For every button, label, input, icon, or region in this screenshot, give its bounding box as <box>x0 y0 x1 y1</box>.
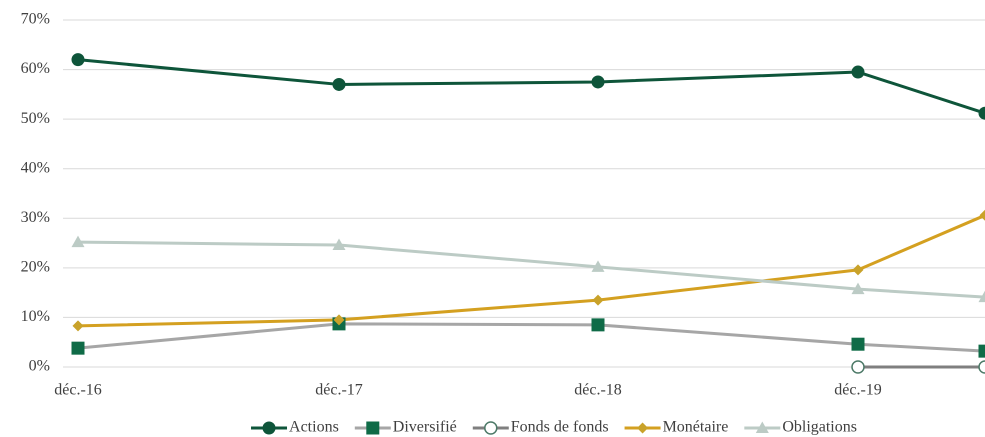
y-tick-label: 10% <box>21 308 50 325</box>
marker <box>851 282 865 295</box>
marker <box>591 260 605 272</box>
marker <box>262 421 276 435</box>
legend-entry: Diversifié <box>354 419 457 436</box>
y-tick-label: 70% <box>21 11 50 28</box>
y-tick-label: 60% <box>21 60 50 77</box>
marker <box>637 422 649 434</box>
marker <box>71 235 85 248</box>
x-tick-label: déc.-18 <box>574 382 622 399</box>
y-tick-label: 50% <box>21 110 50 127</box>
legend-label: Diversifié <box>393 419 457 436</box>
marker <box>366 421 380 435</box>
marker <box>755 421 769 433</box>
x-tick-label: déc.-19 <box>834 382 882 399</box>
marker <box>851 65 865 79</box>
marker <box>592 294 604 306</box>
marker <box>978 106 985 120</box>
y-tick-label: 0% <box>29 358 50 375</box>
legend-label: Actions <box>289 419 339 436</box>
marker <box>71 341 85 355</box>
legend-label: Monétaire <box>663 419 729 436</box>
series-line <box>77 213 985 328</box>
legend-entry: Actions <box>251 419 339 436</box>
legend-entry: Monétaire <box>624 419 729 436</box>
marker <box>978 290 985 303</box>
marker <box>851 360 865 374</box>
marker <box>591 75 605 89</box>
x-tick-label: déc.-16 <box>54 382 102 399</box>
marker <box>978 344 985 358</box>
marker <box>72 320 84 332</box>
legend: Actions Diversifié Fonds de fonds Monétaire… <box>251 419 857 436</box>
marker <box>332 77 346 91</box>
marker <box>979 209 985 221</box>
series-line <box>77 322 985 353</box>
marker <box>484 421 498 435</box>
legend-label: Fonds de fonds <box>511 419 609 436</box>
marker <box>333 314 345 326</box>
y-tick-label: 40% <box>21 159 50 176</box>
legend-entry: Fonds de fonds <box>472 419 609 436</box>
marker <box>851 337 865 351</box>
marker <box>591 318 605 332</box>
legend-entry: Obligations <box>744 419 857 436</box>
y-tick-label: 20% <box>21 259 50 276</box>
marker <box>978 360 985 374</box>
legend-label: Obligations <box>782 419 857 436</box>
x-tick-label: déc.-17 <box>315 382 363 399</box>
marker <box>852 264 864 276</box>
y-tick-label: 30% <box>21 209 50 226</box>
marker <box>71 53 85 67</box>
marker <box>332 238 346 251</box>
series-line <box>77 58 985 115</box>
